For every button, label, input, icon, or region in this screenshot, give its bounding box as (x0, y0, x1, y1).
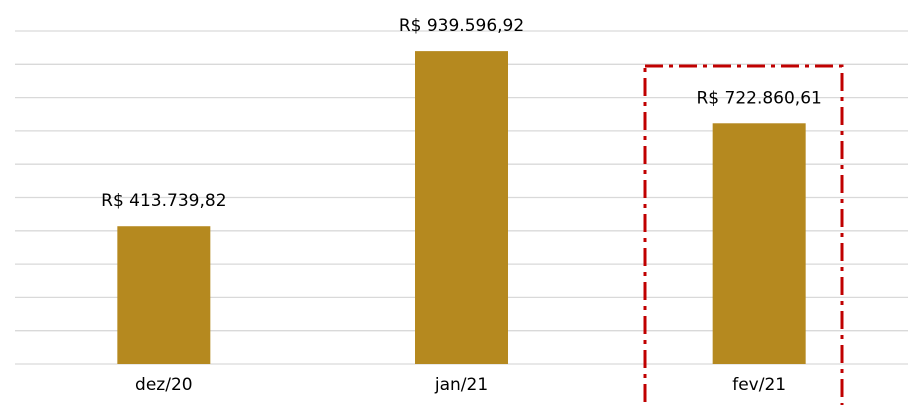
highlight-box (643, 64, 844, 405)
x-tick-label: jan/21 (434, 375, 488, 395)
data-label: R$ 413.739,82 (101, 191, 226, 211)
x-tick-label: dez/20 (135, 375, 193, 395)
data-label: R$ 722.860,61 (696, 88, 821, 108)
bar (712, 123, 806, 364)
bar (415, 51, 508, 364)
data-label: R$ 939.596,92 (399, 16, 524, 36)
bar (117, 226, 211, 364)
x-tick-label: fev/21 (732, 375, 786, 395)
plot: dez/20 R$ 413.739,82 jan/21 R$ 939.596,92 fe… (101, 16, 822, 395)
